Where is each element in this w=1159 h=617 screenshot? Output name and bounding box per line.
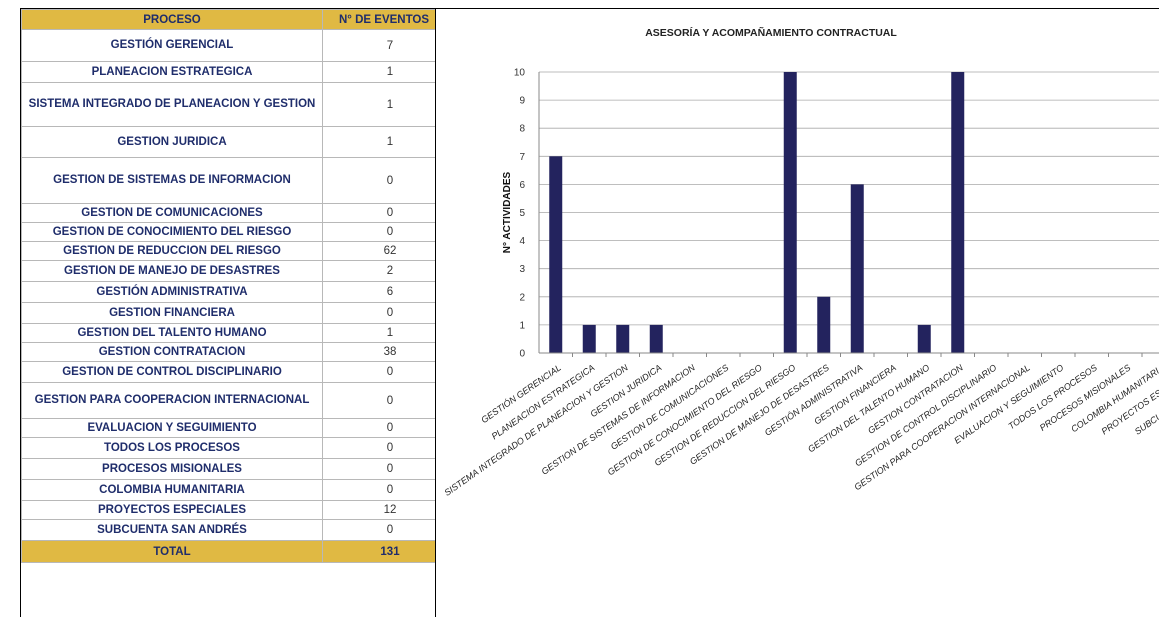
eventos-cell: 0 <box>322 361 435 383</box>
proceso-cell: GESTION DE SISTEMAS DE INFORMACION <box>21 157 323 204</box>
bar <box>850 184 864 353</box>
total-label: TOTAL <box>21 540 323 563</box>
proceso-cell: SUBCUENTA SAN ANDRÉS <box>21 519 323 541</box>
bar <box>917 324 931 353</box>
y-tick-label: 5 <box>519 208 525 219</box>
eventos-cell: 0 <box>322 302 435 324</box>
x-tick-label: GESTION DE CONOCIMIENTO DEL RIESGO <box>606 362 764 477</box>
table-row: GESTIÓN ADMINISTRATIVA 6 <box>21 281 435 303</box>
proceso-cell: GESTION JURIDICA <box>21 126 323 158</box>
bar <box>549 156 563 353</box>
proceso-cell: GESTION CONTRATACION <box>21 342 323 362</box>
eventos-cell: 0 <box>322 479 435 501</box>
table-row: GESTION JURIDICA 1 <box>21 126 435 158</box>
proceso-cell: PROCESOS MISIONALES <box>21 458 323 480</box>
table-row: GESTION CONTRATACION 38 <box>21 342 435 362</box>
eventos-cell: 62 <box>322 241 435 261</box>
table-row: PLANEACION ESTRATEGICA 1 <box>21 61 435 83</box>
proceso-cell: GESTION DE MANEJO DE DESASTRES <box>21 260 323 282</box>
eventos-cell: 1 <box>322 126 435 158</box>
bar <box>616 324 630 353</box>
total-row: TOTAL 131 <box>21 540 435 563</box>
proceso-cell: GESTION FINANCIERA <box>21 302 323 324</box>
table-row: GESTION DE MANEJO DE DESASTRES 2 <box>21 260 435 282</box>
proceso-cell: GESTION DE COMUNICACIONES <box>21 203 323 223</box>
y-tick-label: 1 <box>519 320 525 331</box>
chart-panel: ASESORÍA Y ACOMPAÑAMIENTO CONTRACTUAL 0 1 2… <box>436 8 1159 617</box>
proceso-cell: GESTION DE CONTROL DISCIPLINARIO <box>21 361 323 383</box>
bar <box>783 72 797 353</box>
table-row: SISTEMA INTEGRADO DE PLANEACION Y GESTIO… <box>21 82 435 127</box>
table-row: GESTION DE CONTROL DISCIPLINARIO 0 <box>21 361 435 383</box>
proceso-cell: GESTION DEL TALENTO HUMANO <box>21 323 323 343</box>
proceso-cell: SISTEMA INTEGRADO DE PLANEACION Y GESTIO… <box>21 82 323 127</box>
proceso-cell: EVALUACION Y SEGUIMIENTO <box>21 418 323 438</box>
y-tick-label: 10 <box>514 68 526 79</box>
total-value: 131 <box>322 540 435 563</box>
proceso-cell: GESTION PARA COOPERACION INTERNACIONAL <box>21 382 323 419</box>
y-tick-label: 0 <box>519 349 525 360</box>
table-row: GESTION FINANCIERA 0 <box>21 302 435 324</box>
proceso-cell: TODOS LOS PROCESOS <box>21 437 323 459</box>
eventos-cell: 0 <box>322 157 435 204</box>
header-eventos: N° DE EVENTOS <box>322 9 435 30</box>
proceso-cell: GESTION DE CONOCIMIENTO DEL RIESGO <box>21 222 323 242</box>
table-row: COLOMBIA HUMANITARIA 0 <box>21 479 435 501</box>
bar <box>582 324 596 353</box>
process-table: PROCESO N° DE EVENTOS GESTIÓN GERENCIAL 7… <box>21 9 435 563</box>
chart-title: ASESORÍA Y ACOMPAÑAMIENTO CONTRACTUAL <box>645 26 897 39</box>
table-row: TODOS LOS PROCESOS 0 <box>21 437 435 459</box>
table-header-row: PROCESO N° DE EVENTOS <box>21 9 435 30</box>
eventos-cell: 1 <box>322 82 435 127</box>
y-tick-label: 4 <box>519 236 525 247</box>
proceso-cell: PROYECTOS ESPECIALES <box>21 500 323 520</box>
eventos-cell: 12 <box>322 500 435 520</box>
y-tick-label: 7 <box>519 152 525 163</box>
table-row: PROCESOS MISIONALES 0 <box>21 458 435 480</box>
table-row: EVALUACION Y SEGUIMIENTO 0 <box>21 418 435 438</box>
y-tick-label: 8 <box>519 124 525 135</box>
proceso-cell: GESTION DE REDUCCION DEL RIESGO <box>21 241 323 261</box>
eventos-cell: 0 <box>322 222 435 242</box>
eventos-cell: 6 <box>322 281 435 303</box>
table-row: GESTION PARA COOPERACION INTERNACIONAL 0 <box>21 382 435 419</box>
bar <box>649 324 663 353</box>
eventos-cell: 1 <box>322 61 435 83</box>
y-tick-label: 2 <box>519 292 525 303</box>
eventos-cell: 7 <box>322 29 435 62</box>
header-proceso: PROCESO <box>21 9 323 30</box>
table-row: GESTION DE SISTEMAS DE INFORMACION 0 <box>21 157 435 204</box>
bar <box>817 296 831 353</box>
table-row: GESTION DEL TALENTO HUMANO 1 <box>21 323 435 343</box>
eventos-cell: 0 <box>322 382 435 419</box>
table-row: GESTION DE COMUNICACIONES 0 <box>21 203 435 223</box>
eventos-cell: 0 <box>322 519 435 541</box>
eventos-cell: 0 <box>322 418 435 438</box>
proceso-cell: GESTIÓN GERENCIAL <box>21 29 323 62</box>
proceso-cell: COLOMBIA HUMANITARIA <box>21 479 323 501</box>
y-tick-label: 9 <box>519 96 525 107</box>
bar-chart: ASESORÍA Y ACOMPAÑAMIENTO CONTRACTUAL 0 1 2… <box>442 26 1159 498</box>
y-tick-label: 6 <box>519 180 525 191</box>
eventos-cell: 0 <box>322 458 435 480</box>
eventos-cell: 0 <box>322 437 435 459</box>
eventos-cell: 38 <box>322 342 435 362</box>
bar <box>951 72 965 353</box>
table-row: GESTION DE CONOCIMIENTO DEL RIESGO 0 <box>21 222 435 242</box>
table-row: SUBCUENTA SAN ANDRÉS 0 <box>21 519 435 541</box>
eventos-cell: 2 <box>322 260 435 282</box>
table-row: GESTION DE REDUCCION DEL RIESGO 62 <box>21 241 435 261</box>
eventos-cell: 0 <box>322 203 435 223</box>
proceso-cell: PLANEACION ESTRATEGICA <box>21 61 323 83</box>
proceso-cell: GESTIÓN ADMINISTRATIVA <box>21 281 323 303</box>
table-row: GESTIÓN GERENCIAL 7 <box>21 29 435 62</box>
eventos-cell: 1 <box>322 323 435 343</box>
y-axis-label: N° ACTIVIDADES <box>502 171 513 253</box>
y-tick-label: 3 <box>519 264 525 275</box>
table-row: PROYECTOS ESPECIALES 12 <box>21 500 435 520</box>
process-table-panel: PROCESO N° DE EVENTOS GESTIÓN GERENCIAL 7… <box>20 8 436 617</box>
